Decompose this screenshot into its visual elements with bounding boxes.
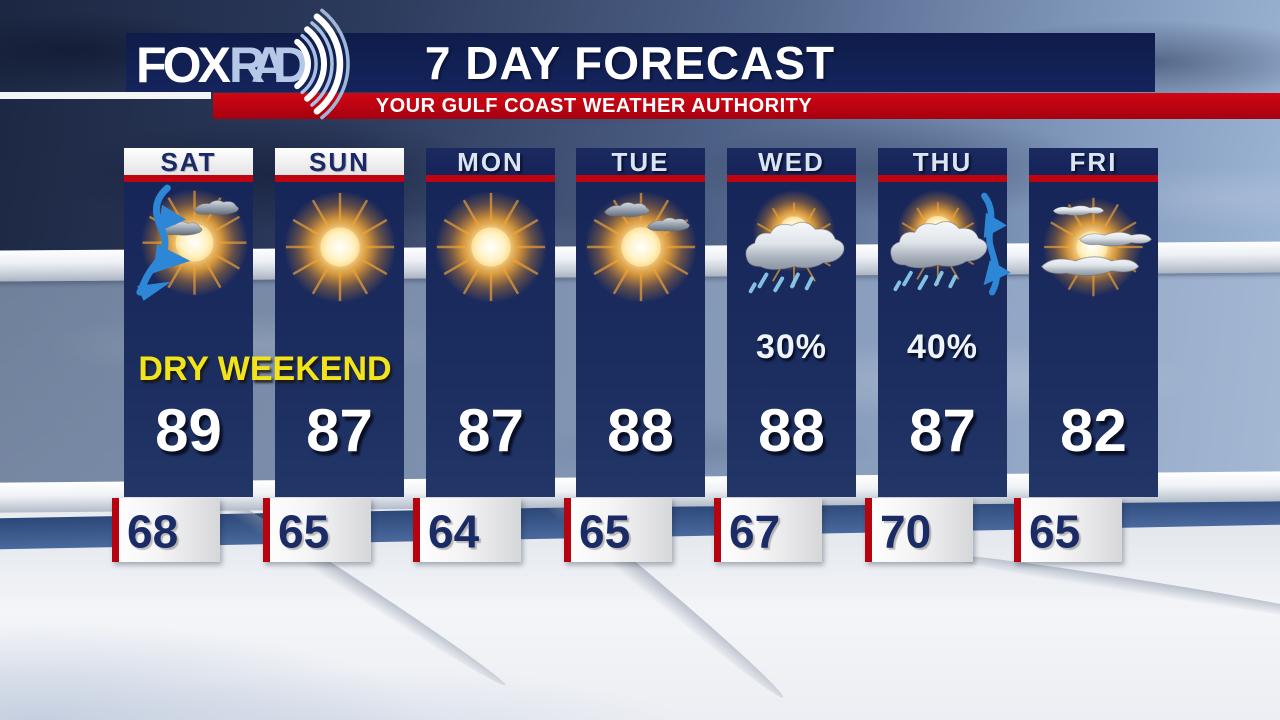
high-temp: 82 <box>1060 397 1127 464</box>
low-temp-box-wed: 67 <box>714 498 822 562</box>
forecast-column-tue: TUE 88 <box>576 148 705 497</box>
sun-cold-front-icon <box>130 186 248 308</box>
day-label: TUE <box>576 148 705 176</box>
high-temp: 89 <box>155 397 222 464</box>
day-red-stripe <box>727 175 856 182</box>
day-label: MON <box>426 148 555 176</box>
low-temp-box-fri: 65 <box>1014 498 1122 562</box>
day-red-stripe <box>878 175 1007 182</box>
header-white-line <box>0 92 211 99</box>
logo-fox-text: FOX <box>136 37 231 93</box>
day-red-stripe <box>576 175 705 182</box>
low-temp: 64 <box>428 505 480 558</box>
day-red-stripe <box>275 175 404 182</box>
day-label: WED <box>727 148 856 176</box>
day-label: FRI <box>1029 148 1158 176</box>
low-temp-box-tue: 65 <box>564 498 672 562</box>
low-red-stripe <box>413 498 420 562</box>
low-temp-box-thu: 70 <box>865 498 973 562</box>
day-red-stripe <box>1029 175 1158 182</box>
low-temp: 65 <box>1029 505 1081 558</box>
forecast-column-sun: SUN 87 <box>275 148 404 497</box>
low-red-stripe <box>112 498 119 562</box>
partly-cloudy-icon <box>582 186 700 308</box>
rain-cloud-icon <box>733 186 851 308</box>
low-temp-box-sat: 68 <box>112 498 220 562</box>
forecast-column-fri: FRI 82 <box>1029 148 1158 497</box>
high-temp: 87 <box>909 397 976 464</box>
forecast-column-wed: WED 30% 88 <box>727 148 856 497</box>
forecast-column-sat: SAT 89 <box>124 148 253 497</box>
header-subtitle: YOUR GULF COAST WEATHER AUTHORITY <box>375 95 813 117</box>
low-red-stripe <box>865 498 872 562</box>
low-red-stripe <box>714 498 721 562</box>
page-title: 7 DAY FORECAST <box>424 37 836 89</box>
sunny-icon <box>432 186 550 308</box>
dry-weekend-callout: DRY WEEKEND <box>138 350 392 388</box>
header-red-band: YOUR GULF COAST WEATHER AUTHORITY <box>213 93 1280 119</box>
day-red-stripe <box>426 175 555 182</box>
day-label: THU <box>878 148 1007 176</box>
high-temp: 87 <box>457 397 524 464</box>
low-red-stripe <box>564 498 571 562</box>
high-temp: 88 <box>607 397 674 464</box>
low-temp: 65 <box>579 505 631 558</box>
foxrad-logo: FOX RAD <box>136 8 350 120</box>
low-temp: 67 <box>729 505 781 558</box>
day-red-stripe <box>124 175 253 182</box>
low-temp: 65 <box>278 505 330 558</box>
rain-chance: 40% <box>906 328 979 366</box>
low-temp-box-sun: 65 <box>263 498 371 562</box>
radar-rings-icon <box>294 8 350 120</box>
rain-cloud-cold-front-icon <box>884 186 1002 308</box>
low-temp: 70 <box>880 505 932 558</box>
sunny-icon <box>281 186 399 308</box>
forecast-column-thu: THU 40% 87 <box>878 148 1007 497</box>
low-temp: 68 <box>127 505 179 558</box>
sun-and-clouds-icon <box>1035 186 1153 308</box>
high-temp: 88 <box>758 397 825 464</box>
rain-chance: 30% <box>755 328 828 366</box>
low-temp-box-mon: 64 <box>413 498 521 562</box>
high-temp: 87 <box>306 397 373 464</box>
day-label: SUN <box>275 148 404 176</box>
forecast-column-mon: MON 87 <box>426 148 555 497</box>
day-label: SAT <box>124 148 253 176</box>
low-red-stripe <box>1014 498 1021 562</box>
low-red-stripe <box>263 498 270 562</box>
